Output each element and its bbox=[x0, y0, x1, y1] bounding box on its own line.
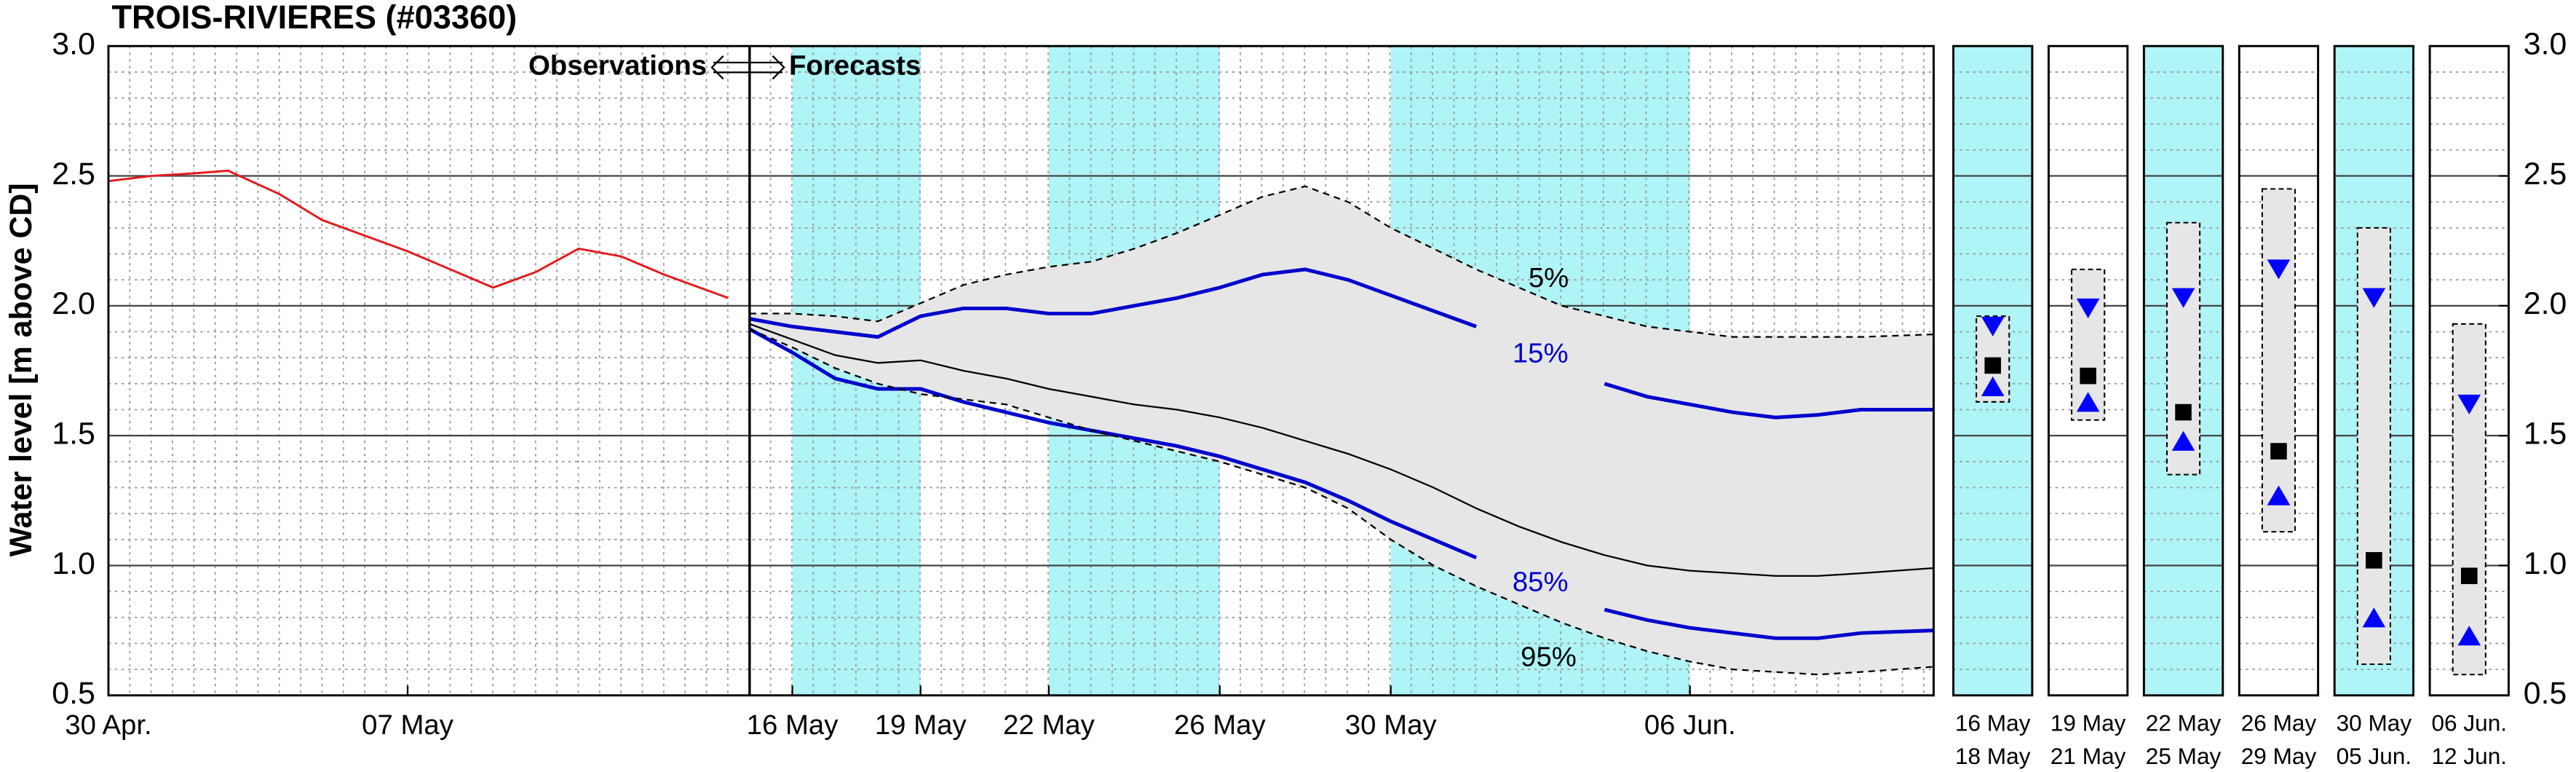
y-tick-label-right: 2.0 bbox=[2524, 286, 2567, 321]
panel-frame bbox=[2428, 44, 2510, 697]
panel-frame bbox=[2333, 44, 2415, 697]
y-tick-label: 3.0 bbox=[52, 27, 95, 62]
lower-marker bbox=[1981, 376, 2005, 396]
median-marker bbox=[2175, 403, 2192, 421]
range-box bbox=[2452, 323, 2486, 676]
y-tick-label-right: 0.5 bbox=[2524, 676, 2567, 711]
period-label: 25 May bbox=[2146, 743, 2222, 769]
y-tick-label: 2.5 bbox=[52, 157, 95, 192]
panel-frame bbox=[2238, 44, 2320, 697]
lower-marker bbox=[2076, 392, 2100, 412]
lower-marker bbox=[2457, 626, 2481, 646]
period-label: 12 Jun. bbox=[2431, 743, 2507, 769]
range-box bbox=[2261, 188, 2296, 533]
x-tick-label: 06 Jun. bbox=[1644, 709, 1736, 741]
period-label: 21 May bbox=[2050, 743, 2126, 769]
lower-marker bbox=[2362, 607, 2386, 628]
forecast-line bbox=[749, 185, 1934, 338]
period-label: 05 Jun. bbox=[2337, 743, 2412, 769]
x-tick-label: 22 May bbox=[1003, 709, 1095, 741]
period-label: 06 Jun. bbox=[2431, 710, 2507, 736]
upper-marker bbox=[2362, 288, 2386, 308]
median-marker bbox=[1984, 357, 2002, 374]
series-label: 85% bbox=[1513, 567, 1569, 598]
forecast-line bbox=[749, 267, 1934, 420]
median-marker bbox=[2270, 443, 2287, 460]
y-tick-label: 1.5 bbox=[52, 416, 95, 451]
y-tick-label-right: 3.0 bbox=[2524, 27, 2567, 62]
confidence-band bbox=[749, 186, 1934, 675]
annotation: Forecasts bbox=[789, 50, 921, 82]
panel-frame bbox=[1952, 44, 2034, 697]
forecast-line bbox=[749, 323, 1934, 577]
period-label: 22 May bbox=[2146, 710, 2222, 736]
period-label: 26 May bbox=[2241, 710, 2317, 736]
forecast-line bbox=[748, 327, 1934, 640]
y-axis-label: Water level [m above CD] bbox=[4, 183, 39, 556]
y-tick-label-right: 1.5 bbox=[2524, 416, 2567, 451]
y-tick-label-right: 1.0 bbox=[2524, 546, 2567, 581]
upper-marker bbox=[1981, 316, 2005, 336]
period-label: 29 May bbox=[2241, 743, 2317, 769]
forecast-line bbox=[749, 328, 1934, 676]
median-marker bbox=[2366, 552, 2382, 569]
x-tick-label: 30 Apr. bbox=[65, 709, 151, 741]
plot-frame bbox=[107, 44, 1935, 697]
lower-marker bbox=[2171, 430, 2195, 451]
lower-marker bbox=[2267, 485, 2291, 505]
y-tick-label: 2.0 bbox=[52, 286, 95, 321]
y-tick-label: 1.0 bbox=[52, 546, 95, 581]
y-tick-label-right: 2.5 bbox=[2524, 157, 2567, 192]
median-marker bbox=[2461, 567, 2478, 585]
x-tick-label: 07 May bbox=[362, 709, 454, 741]
observation-line bbox=[108, 169, 729, 299]
series-label: 5% bbox=[1529, 262, 1569, 294]
chart-title: TROIS-RIVIERES (#03360) bbox=[111, 0, 517, 36]
panel-frame bbox=[2142, 44, 2224, 697]
x-tick-label: 19 May bbox=[875, 709, 967, 741]
period-label: 30 May bbox=[2337, 710, 2412, 736]
y-tick-label: 0.5 bbox=[52, 676, 95, 711]
annotation: Observations bbox=[528, 50, 707, 82]
arrow bbox=[710, 55, 785, 80]
series-label: 15% bbox=[1513, 338, 1569, 369]
upper-marker bbox=[2267, 259, 2291, 280]
panel-frame bbox=[2048, 44, 2129, 697]
upper-marker bbox=[2171, 288, 2195, 308]
period-label: 16 May bbox=[1955, 710, 2031, 736]
x-tick-label: 30 May bbox=[1345, 709, 1438, 741]
x-tick-label: 26 May bbox=[1174, 709, 1267, 741]
period-label: 18 May bbox=[1955, 743, 2031, 769]
median-marker bbox=[2080, 367, 2096, 385]
upper-marker bbox=[2076, 298, 2100, 318]
series-label: 95% bbox=[1521, 642, 1577, 673]
period-label: 19 May bbox=[2050, 710, 2126, 736]
x-tick-label: 16 May bbox=[747, 709, 839, 741]
upper-marker bbox=[2457, 394, 2481, 414]
